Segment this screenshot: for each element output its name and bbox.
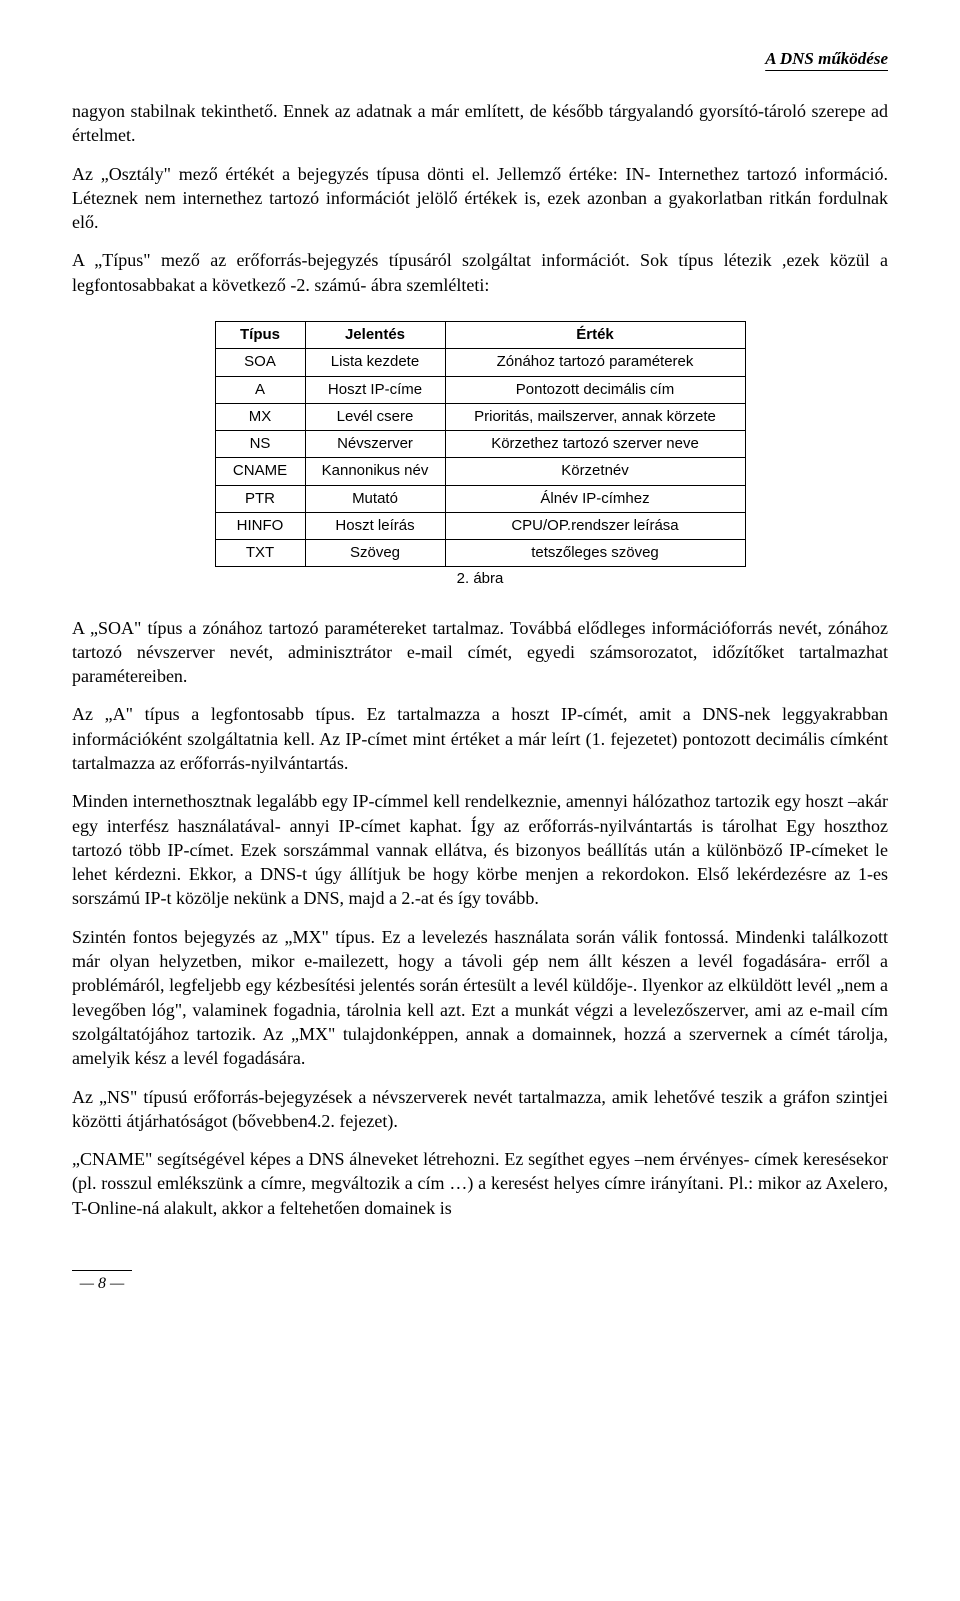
cell: NS: [215, 431, 305, 458]
table-row: CNAME Kannonikus név Körzetnév: [215, 458, 745, 485]
dns-types-table: Típus Jelentés Érték SOA Lista kezdete Z…: [215, 321, 746, 567]
table-row: SOA Lista kezdete Zónához tartozó paramé…: [215, 349, 745, 376]
paragraph-4: A „SOA" típus a zónához tartozó paraméte…: [72, 616, 888, 689]
cell: PTR: [215, 485, 305, 512]
th-type: Típus: [215, 322, 305, 349]
table-header-row: Típus Jelentés Érték: [215, 322, 745, 349]
paragraph-7: Szintén fontos bejegyzés az „MX" típus. …: [72, 925, 888, 1071]
cell: Levél csere: [305, 403, 445, 430]
cell: Mutató: [305, 485, 445, 512]
cell: Hoszt IP-címe: [305, 376, 445, 403]
cell: CNAME: [215, 458, 305, 485]
table-row: HINFO Hoszt leírás CPU/OP.rendszer leírá…: [215, 512, 745, 539]
paragraph-6: Minden internethosztnak legalább egy IP-…: [72, 789, 888, 910]
paragraph-8: Az „NS" típusú erőforrás-bejegyzések a n…: [72, 1085, 888, 1134]
cell: Szöveg: [305, 540, 445, 567]
cell: Prioritás, mailszerver, annak körzete: [445, 403, 745, 430]
cell: Kannonikus név: [305, 458, 445, 485]
cell: Körzethez tartozó szerver neve: [445, 431, 745, 458]
table-row: PTR Mutató Álnév IP-címhez: [215, 485, 745, 512]
paragraph-1: nagyon stabilnak tekinthető. Ennek az ad…: [72, 99, 888, 148]
cell: Névszerver: [305, 431, 445, 458]
th-meaning: Jelentés: [305, 322, 445, 349]
cell: tetszőleges szöveg: [445, 540, 745, 567]
cell: CPU/OP.rendszer leírása: [445, 512, 745, 539]
table-row: A Hoszt IP-címe Pontozott decimális cím: [215, 376, 745, 403]
paragraph-9: „CNAME" segítségével képes a DNS álnevek…: [72, 1147, 888, 1220]
cell: Lista kezdete: [305, 349, 445, 376]
cell: HINFO: [215, 512, 305, 539]
table-row: TXT Szöveg tetszőleges szöveg: [215, 540, 745, 567]
cell: Pontozott decimális cím: [445, 376, 745, 403]
running-header: A DNS működése: [72, 48, 888, 71]
cell: Körzetnév: [445, 458, 745, 485]
page-footer-wrap: — 8 —: [72, 1270, 888, 1295]
cell: SOA: [215, 349, 305, 376]
cell: Hoszt leírás: [305, 512, 445, 539]
th-value: Érték: [445, 322, 745, 349]
paragraph-2: Az „Osztály" mező értékét a bejegyzés tí…: [72, 162, 888, 235]
paragraph-5: Az „A" típus a legfontosabb típus. Ez ta…: [72, 702, 888, 775]
table-row: NS Névszerver Körzethez tartozó szerver …: [215, 431, 745, 458]
cell: Álnév IP-címhez: [445, 485, 745, 512]
cell: MX: [215, 403, 305, 430]
cell: TXT: [215, 540, 305, 567]
figure-caption: 2. ábra: [72, 569, 888, 589]
paragraph-3: A „Típus" mező az erőforrás-bejegyzés tí…: [72, 248, 888, 297]
cell: A: [215, 376, 305, 403]
page-number: — 8 —: [72, 1270, 132, 1295]
table-row: MX Levél csere Prioritás, mailszerver, a…: [215, 403, 745, 430]
cell: Zónához tartozó paraméterek: [445, 349, 745, 376]
